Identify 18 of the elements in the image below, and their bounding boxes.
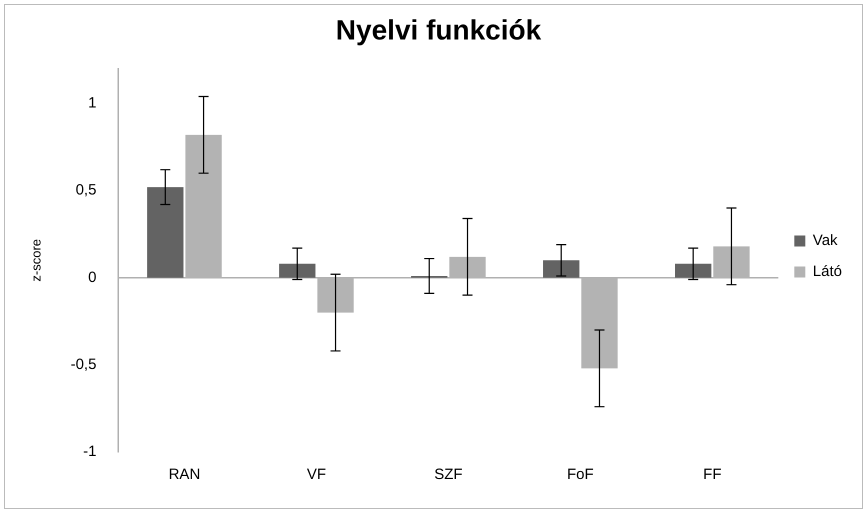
chart-title: Nyelvi funkciók xyxy=(336,14,542,46)
y-tick-label: -0,5 xyxy=(70,356,96,374)
y-axis-title: z-score xyxy=(28,238,44,282)
legend-label: Látó xyxy=(812,263,842,280)
legend-label: Vak xyxy=(812,232,838,250)
y-tick-label: 0 xyxy=(88,268,96,286)
y-tick-label: -1 xyxy=(83,443,96,460)
x-tick-label: FoF xyxy=(567,466,594,484)
x-tick-label: VF xyxy=(306,466,326,484)
y-tick-label: 0,5 xyxy=(76,182,96,199)
bar xyxy=(147,187,184,278)
bar xyxy=(675,264,712,278)
y-tick-label: 1 xyxy=(88,94,96,112)
x-tick-label: FF xyxy=(703,466,722,484)
bar xyxy=(543,260,580,278)
x-tick-label: RAN xyxy=(168,466,200,484)
bar xyxy=(279,264,316,278)
x-tick-label: SZF xyxy=(434,466,463,484)
